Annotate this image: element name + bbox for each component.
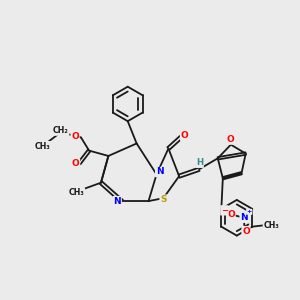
Text: N: N bbox=[113, 196, 121, 206]
Text: O: O bbox=[181, 131, 188, 140]
Text: O: O bbox=[226, 135, 234, 144]
Text: CH₂: CH₂ bbox=[53, 126, 69, 135]
Text: CH₃: CH₃ bbox=[69, 188, 85, 197]
Text: H: H bbox=[196, 158, 203, 167]
Text: S: S bbox=[160, 195, 167, 204]
Text: N: N bbox=[240, 213, 248, 222]
Text: N: N bbox=[156, 167, 163, 176]
Text: O: O bbox=[71, 131, 79, 140]
Text: +: + bbox=[247, 209, 252, 214]
Text: CH₃: CH₃ bbox=[35, 142, 51, 151]
Text: CH₃: CH₃ bbox=[263, 221, 279, 230]
Text: O: O bbox=[227, 210, 235, 219]
Text: O: O bbox=[242, 226, 250, 236]
Text: −: − bbox=[221, 206, 228, 215]
Text: O: O bbox=[72, 160, 80, 169]
